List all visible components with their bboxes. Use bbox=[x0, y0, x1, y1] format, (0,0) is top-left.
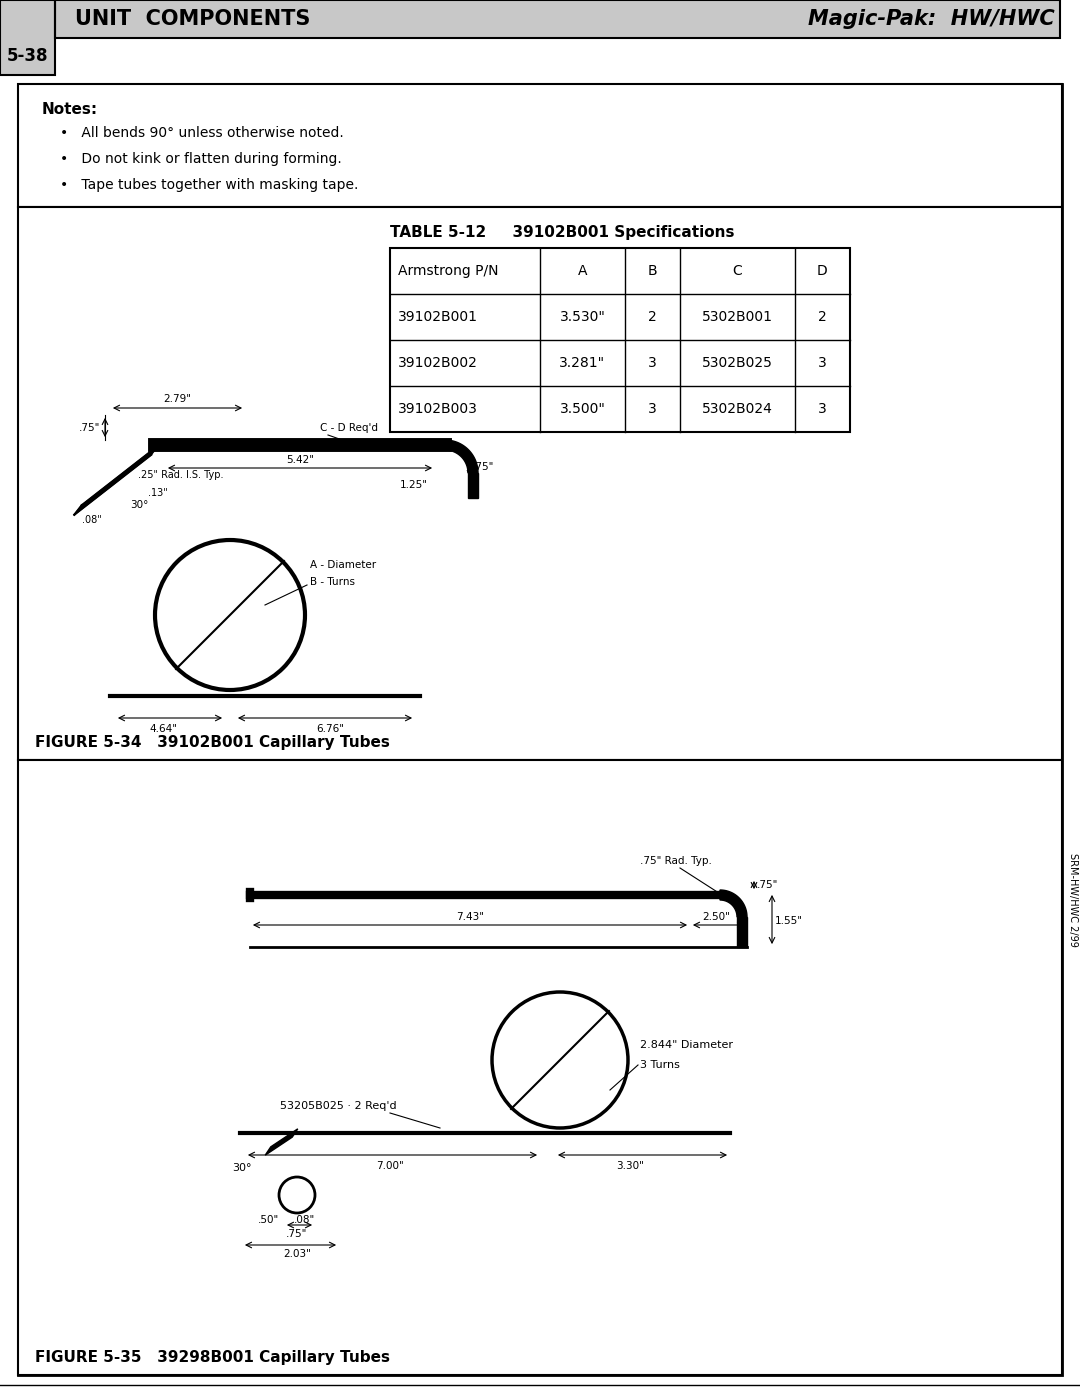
Text: .75": .75" bbox=[473, 462, 495, 472]
Text: D: D bbox=[818, 264, 828, 278]
Text: 30°: 30° bbox=[232, 1162, 252, 1173]
Text: 7.43": 7.43" bbox=[456, 912, 484, 922]
Text: 3 Turns: 3 Turns bbox=[640, 1060, 680, 1070]
Text: 3.530": 3.530" bbox=[559, 310, 606, 324]
Text: 3: 3 bbox=[648, 402, 657, 416]
Text: 3.281": 3.281" bbox=[559, 356, 606, 370]
Text: .08": .08" bbox=[294, 1215, 315, 1225]
Text: .08": .08" bbox=[82, 515, 102, 525]
Polygon shape bbox=[445, 440, 478, 474]
Text: 3: 3 bbox=[819, 356, 827, 370]
Bar bbox=[18, 84, 1062, 207]
Text: 5-38: 5-38 bbox=[6, 47, 48, 66]
Text: 2: 2 bbox=[819, 310, 827, 324]
Text: B: B bbox=[648, 264, 658, 278]
Polygon shape bbox=[75, 446, 159, 514]
Polygon shape bbox=[266, 1129, 298, 1155]
Text: 2.844" Diameter: 2.844" Diameter bbox=[640, 1039, 733, 1051]
Text: 2.03": 2.03" bbox=[283, 1249, 311, 1259]
Polygon shape bbox=[468, 474, 478, 497]
Text: 2.79": 2.79" bbox=[163, 394, 191, 404]
Text: 5.42": 5.42" bbox=[286, 455, 314, 465]
Text: 7.00": 7.00" bbox=[376, 1161, 404, 1171]
Text: C: C bbox=[732, 264, 742, 278]
Text: 3: 3 bbox=[819, 402, 827, 416]
Text: 39102B001: 39102B001 bbox=[399, 310, 478, 324]
Text: Armstrong P/N: Armstrong P/N bbox=[399, 264, 499, 278]
Text: 1.25": 1.25" bbox=[400, 481, 428, 490]
Text: 5302B025: 5302B025 bbox=[702, 356, 773, 370]
Text: B - Turns: B - Turns bbox=[310, 577, 355, 587]
Text: 3.30": 3.30" bbox=[616, 1161, 644, 1171]
Text: .75": .75" bbox=[286, 1229, 308, 1239]
Text: C - D Req'd: C - D Req'd bbox=[320, 423, 378, 433]
Text: .13": .13" bbox=[148, 488, 167, 497]
Text: 39102B003: 39102B003 bbox=[399, 402, 477, 416]
Text: Notes:: Notes: bbox=[42, 102, 98, 117]
Text: 5302B001: 5302B001 bbox=[702, 310, 773, 324]
Text: •   Do not kink or flatten during forming.: • Do not kink or flatten during forming. bbox=[60, 152, 341, 166]
Text: 1.55": 1.55" bbox=[775, 916, 804, 926]
Text: 2: 2 bbox=[648, 310, 657, 324]
Text: .75" Rad. Typ.: .75" Rad. Typ. bbox=[640, 856, 712, 866]
Text: 5302B024: 5302B024 bbox=[702, 402, 773, 416]
Text: TABLE 5-12     39102B001 Specifications: TABLE 5-12 39102B001 Specifications bbox=[390, 225, 734, 240]
Text: 3.500": 3.500" bbox=[559, 402, 606, 416]
Polygon shape bbox=[720, 890, 747, 916]
Bar bbox=[18, 207, 1062, 760]
Text: 6.76": 6.76" bbox=[316, 724, 345, 733]
Polygon shape bbox=[737, 916, 747, 947]
Bar bbox=[0, 0, 55, 75]
Text: UNIT  COMPONENTS: UNIT COMPONENTS bbox=[75, 8, 310, 29]
Text: .75": .75" bbox=[757, 880, 779, 890]
Text: 39102B002: 39102B002 bbox=[399, 356, 477, 370]
Text: FIGURE 5-35   39298B001 Capillary Tubes: FIGURE 5-35 39298B001 Capillary Tubes bbox=[35, 1350, 390, 1365]
Text: •   All bends 90° unless otherwise noted.: • All bends 90° unless otherwise noted. bbox=[60, 126, 343, 140]
Bar bbox=[55, 0, 1059, 38]
Bar bbox=[390, 249, 850, 432]
Text: 2.50": 2.50" bbox=[702, 912, 730, 922]
Text: .50": .50" bbox=[258, 1215, 280, 1225]
Text: A - Diameter: A - Diameter bbox=[310, 560, 376, 570]
Bar bbox=[18, 760, 1062, 1375]
Text: 4.64": 4.64" bbox=[149, 724, 177, 733]
Text: .75": .75" bbox=[79, 423, 100, 433]
Text: 30°: 30° bbox=[130, 500, 148, 510]
Bar bbox=[55, 0, 1059, 38]
Text: •   Tape tubes together with masking tape.: • Tape tubes together with masking tape. bbox=[60, 177, 359, 191]
Text: .25" Rad. I.S. Typ.: .25" Rad. I.S. Typ. bbox=[138, 469, 224, 481]
Text: Magic-Pak:  HW/HWC: Magic-Pak: HW/HWC bbox=[808, 8, 1055, 29]
Text: 53205B025 · 2 Req'd: 53205B025 · 2 Req'd bbox=[280, 1101, 396, 1111]
Text: 3: 3 bbox=[648, 356, 657, 370]
Text: A: A bbox=[578, 264, 588, 278]
Text: SRM-HW/HWC 2/99: SRM-HW/HWC 2/99 bbox=[1068, 854, 1078, 947]
Text: FIGURE 5-34   39102B001 Capillary Tubes: FIGURE 5-34 39102B001 Capillary Tubes bbox=[35, 735, 390, 750]
